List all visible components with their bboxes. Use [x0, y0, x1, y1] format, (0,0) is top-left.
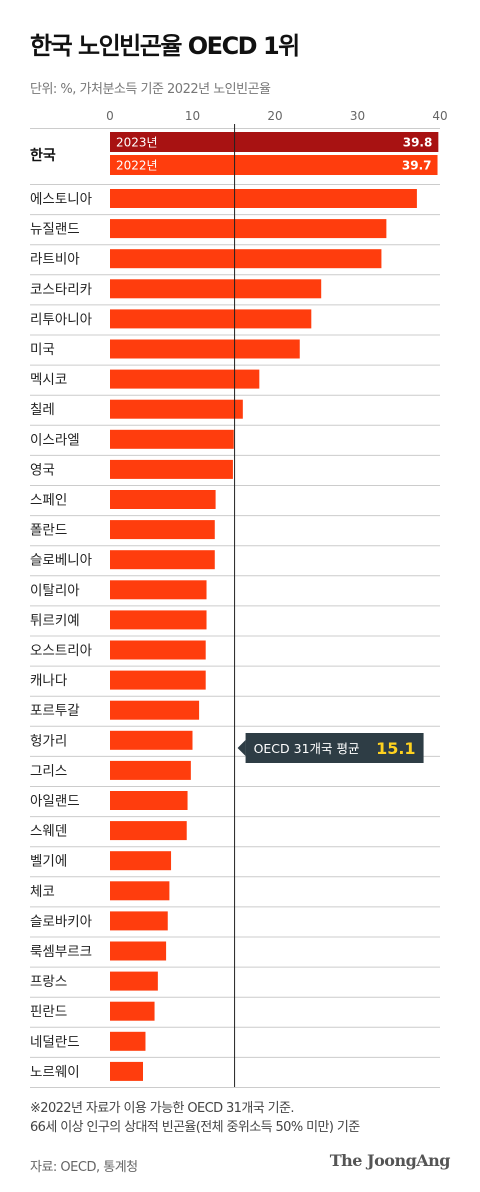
source-text: 자료: OECD, 통계청 [30, 1160, 138, 1175]
category-label: 리투아니아 [30, 312, 93, 328]
category-label: 프랑스 [30, 974, 67, 990]
bar-chart: 0 10 20 30 40 한국 2023년 39.8 2022년 39.7 에스토니아뉴질랜드라트… [30, 109, 448, 1088]
x-tick-label: 10 [185, 109, 200, 123]
bar [110, 520, 215, 540]
category-label: 벨기에 [30, 854, 67, 870]
average-callout-value: 15.1 [376, 739, 415, 758]
average-callout-box [245, 733, 424, 763]
category-label: 라트비아 [30, 252, 80, 268]
bar [110, 971, 158, 991]
bar [110, 219, 387, 239]
bar [110, 1061, 143, 1081]
bar [110, 279, 322, 299]
footnote-2: 66세 이상 인구의 상대적 빈곤율(전체 중위소득 50% 미만) 기준 [30, 1120, 360, 1135]
category-label: 포르투갈 [30, 703, 80, 719]
category-label: 폴란드 [30, 523, 67, 539]
category-label: 코스타리카 [30, 282, 92, 298]
bar [110, 309, 312, 329]
bar [110, 1001, 155, 1021]
bar [110, 369, 260, 389]
x-tick-label: 40 [432, 109, 447, 123]
category-label: 영국 [30, 462, 55, 478]
category-label: 오스트리아 [30, 643, 93, 659]
category-label: 스웨덴 [30, 824, 67, 840]
x-tick-label: 30 [350, 109, 365, 123]
chart-title: 한국 노인빈곤율 OECD 1위 [30, 32, 300, 60]
category-label: 이스라엘 [30, 432, 80, 448]
bar [110, 760, 191, 780]
x-tick-label: 0 [106, 109, 114, 123]
category-label: 스페인 [30, 493, 67, 509]
korea-bar [110, 155, 438, 175]
bar [110, 580, 207, 600]
category-label: 슬로바키아 [30, 914, 93, 930]
category-label: 미국 [30, 342, 55, 358]
bar [110, 730, 193, 750]
korea-bar-value-label: 39.8 [403, 136, 433, 150]
average-callout-label: OECD 31개국 평균 [254, 741, 360, 756]
category-label: 멕시코 [30, 372, 67, 388]
category-label: 네덜란드 [30, 1034, 80, 1050]
category-label: 한국 [30, 148, 56, 164]
category-label: 그리스 [30, 763, 67, 779]
korea-bar-value-label: 39.7 [402, 159, 432, 173]
bar [110, 941, 167, 961]
category-label: 튀르키예 [30, 613, 80, 629]
bar [110, 700, 200, 720]
category-label: 캐나다 [30, 673, 68, 689]
category-label: 뉴질랜드 [30, 222, 80, 238]
bar [110, 640, 206, 660]
category-label: 아일랜드 [30, 794, 80, 810]
korea-bar-year-label: 2022년 [116, 159, 158, 173]
bar [110, 249, 382, 269]
bar [110, 429, 234, 449]
bar [110, 339, 300, 359]
korea-bar-year-label: 2023년 [116, 136, 158, 150]
category-label: 슬로베니아 [30, 553, 93, 569]
brand-logo: The JoongAng [329, 1151, 451, 1170]
bar [110, 490, 216, 509]
category-label: 이탈리아 [30, 583, 80, 599]
bar [110, 670, 206, 690]
bar [110, 881, 170, 901]
bar [110, 399, 243, 419]
category-label: 에스토니아 [30, 192, 93, 208]
footnote-1: ※2022년 자료가 이용 가능한 OECD 31개국 기준. [30, 1101, 294, 1116]
bar [110, 911, 168, 931]
bar [110, 821, 187, 841]
chart-subtitle: 단위: %, 가처분소득 기준 2022년 노인빈곤율 [30, 82, 271, 97]
korea-bar [110, 132, 439, 152]
average-callout-pointer [237, 740, 246, 756]
bar [110, 851, 172, 871]
category-label: 룩셈부르크 [30, 944, 92, 960]
category-label: 핀란드 [30, 1004, 67, 1020]
bar [110, 1031, 146, 1051]
bar [110, 459, 233, 479]
bar [110, 610, 207, 630]
category-label: 헝가리 [30, 733, 67, 749]
bar [110, 791, 188, 810]
category-label: 체코 [30, 884, 55, 900]
category-label: 노르웨이 [30, 1064, 80, 1080]
category-label: 칠레 [30, 402, 55, 418]
x-tick-label: 20 [267, 109, 282, 123]
bar [110, 189, 417, 208]
bar [110, 550, 215, 570]
